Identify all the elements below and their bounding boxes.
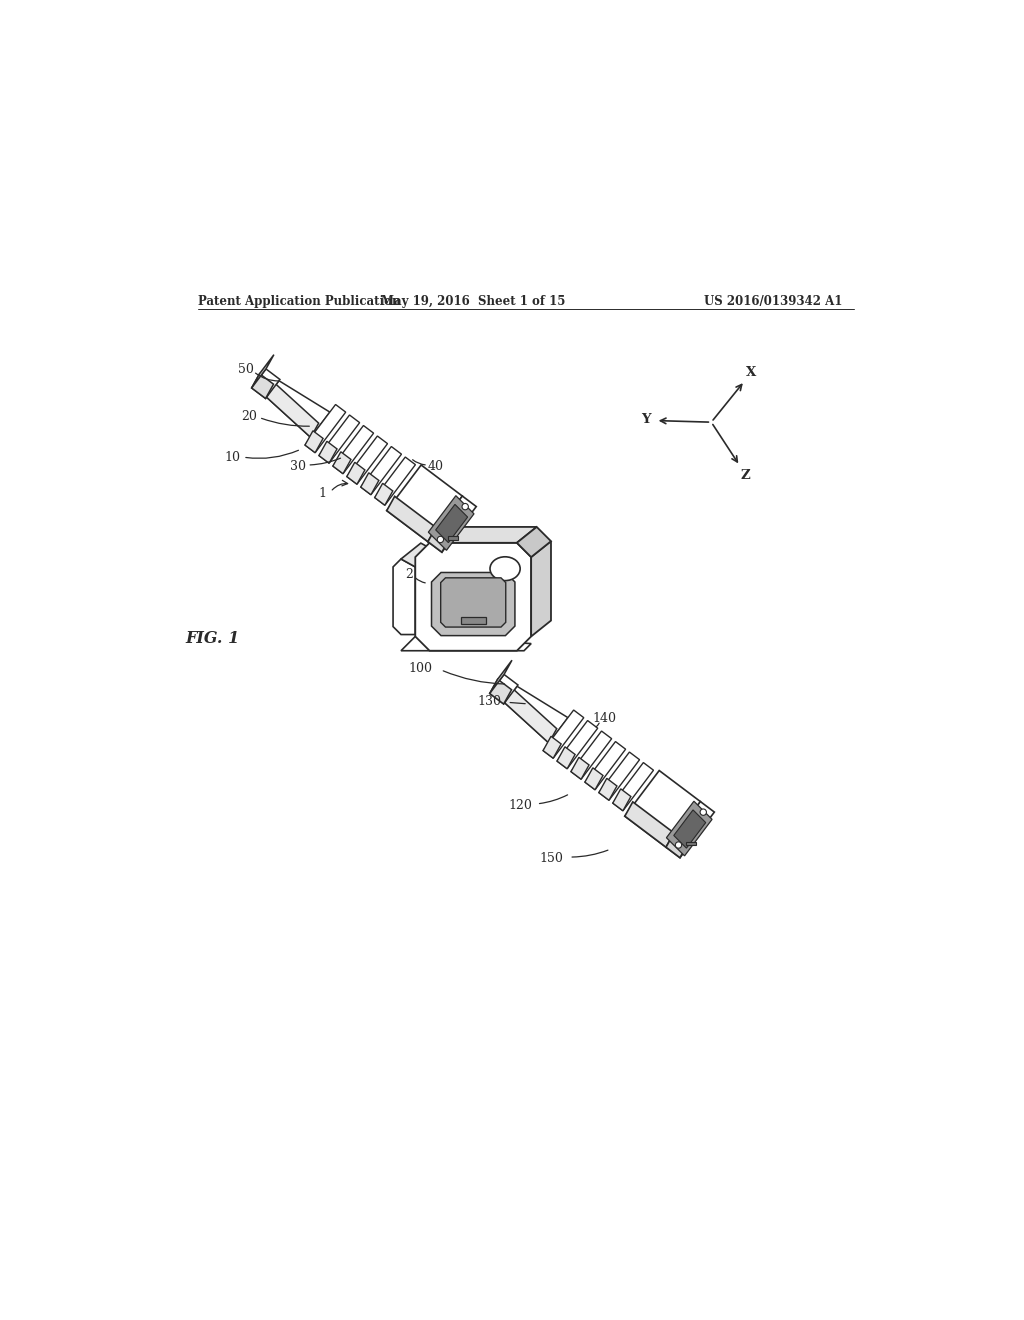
Polygon shape xyxy=(505,689,557,743)
Polygon shape xyxy=(375,457,416,506)
Polygon shape xyxy=(347,462,365,484)
Polygon shape xyxy=(678,812,705,847)
Polygon shape xyxy=(599,752,640,800)
Text: 1: 1 xyxy=(318,487,327,500)
Text: 30: 30 xyxy=(290,461,306,473)
Polygon shape xyxy=(489,680,512,704)
Polygon shape xyxy=(430,527,537,543)
Polygon shape xyxy=(667,801,712,855)
Text: Patent Application Publication: Patent Application Publication xyxy=(198,296,400,309)
Polygon shape xyxy=(428,496,476,552)
Polygon shape xyxy=(428,496,474,550)
Polygon shape xyxy=(333,425,374,474)
Polygon shape xyxy=(612,789,631,810)
Circle shape xyxy=(462,503,468,510)
Polygon shape xyxy=(428,528,450,552)
Text: FIG. 1: FIG. 1 xyxy=(185,631,240,647)
Text: US 2016/0139342 A1: US 2016/0139342 A1 xyxy=(703,296,842,309)
Text: 10: 10 xyxy=(224,451,241,465)
Polygon shape xyxy=(266,383,318,437)
Polygon shape xyxy=(666,833,688,858)
Polygon shape xyxy=(318,441,337,463)
Text: X: X xyxy=(745,367,756,379)
Polygon shape xyxy=(461,616,485,624)
Polygon shape xyxy=(440,578,506,627)
Text: 20: 20 xyxy=(242,411,257,424)
Polygon shape xyxy=(505,686,568,743)
Circle shape xyxy=(437,536,443,543)
Polygon shape xyxy=(347,436,387,484)
Polygon shape xyxy=(571,731,611,779)
Polygon shape xyxy=(360,446,401,495)
Polygon shape xyxy=(435,504,468,543)
Circle shape xyxy=(676,842,682,849)
Polygon shape xyxy=(599,779,616,800)
Polygon shape xyxy=(585,742,626,789)
Polygon shape xyxy=(416,543,531,651)
Polygon shape xyxy=(686,842,695,845)
Polygon shape xyxy=(393,558,416,635)
Polygon shape xyxy=(439,507,466,543)
Text: 130: 130 xyxy=(477,696,501,708)
Polygon shape xyxy=(531,541,551,636)
Polygon shape xyxy=(375,483,393,506)
Polygon shape xyxy=(387,496,436,541)
Polygon shape xyxy=(447,536,458,540)
Polygon shape xyxy=(387,465,462,541)
Polygon shape xyxy=(571,758,589,779)
Text: Y: Y xyxy=(641,413,650,426)
Polygon shape xyxy=(543,737,561,758)
Polygon shape xyxy=(585,768,603,789)
Text: 2: 2 xyxy=(406,568,413,581)
Polygon shape xyxy=(517,527,551,557)
Text: 120: 120 xyxy=(508,799,532,812)
Polygon shape xyxy=(543,710,584,758)
Polygon shape xyxy=(557,747,575,768)
Text: 140: 140 xyxy=(592,711,616,725)
Text: 50: 50 xyxy=(238,363,253,376)
Polygon shape xyxy=(266,380,330,437)
Polygon shape xyxy=(674,810,706,849)
Text: 40: 40 xyxy=(428,461,444,473)
Polygon shape xyxy=(360,473,379,495)
Ellipse shape xyxy=(490,557,520,581)
Polygon shape xyxy=(318,414,359,463)
Polygon shape xyxy=(401,543,435,566)
Polygon shape xyxy=(612,763,653,810)
Polygon shape xyxy=(666,801,715,858)
Polygon shape xyxy=(489,660,512,693)
Text: May 19, 2016  Sheet 1 of 15: May 19, 2016 Sheet 1 of 15 xyxy=(381,296,565,309)
Text: 150: 150 xyxy=(540,853,564,865)
Text: Z: Z xyxy=(740,469,751,482)
Polygon shape xyxy=(252,374,273,399)
Polygon shape xyxy=(252,370,280,399)
Circle shape xyxy=(700,809,707,816)
Polygon shape xyxy=(625,771,700,847)
Polygon shape xyxy=(401,636,531,651)
Polygon shape xyxy=(489,675,518,704)
Polygon shape xyxy=(625,801,674,847)
Polygon shape xyxy=(305,404,346,453)
Polygon shape xyxy=(252,355,273,388)
Polygon shape xyxy=(333,451,351,474)
Polygon shape xyxy=(305,430,324,453)
Polygon shape xyxy=(557,721,598,768)
Polygon shape xyxy=(431,573,515,636)
Text: 100: 100 xyxy=(408,661,432,675)
